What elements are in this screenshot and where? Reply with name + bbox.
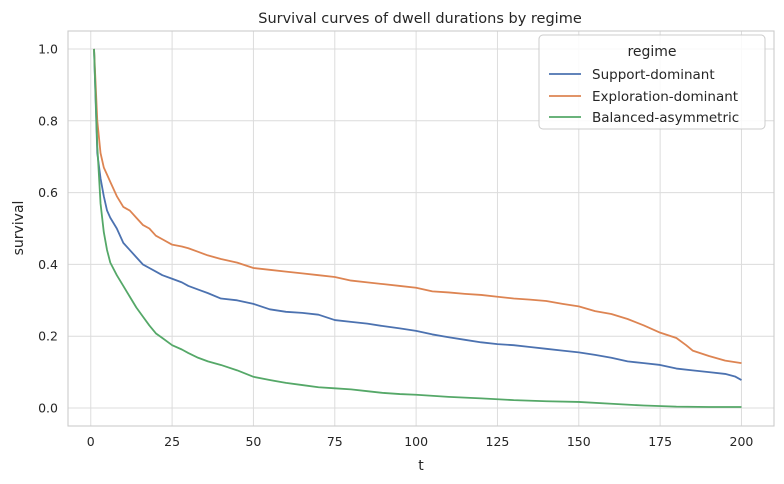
tick-labels: 0 25 50 75 100 125 150 175 200 0.0 0.2 0.4 0.6 0.8 1.0 bbox=[38, 41, 753, 449]
x-tick-label: 50 bbox=[245, 434, 261, 449]
x-tick-label: 0 bbox=[87, 434, 95, 449]
legend-label-support-dominant: Support-dominant bbox=[592, 67, 715, 83]
series-layer bbox=[93, 48, 742, 408]
legend: regime Support-dominant Exploration-domi… bbox=[538, 34, 766, 130]
legend-label-exploration-dominant: Exploration-dominant bbox=[592, 89, 738, 105]
series-line-balanced-asymmetric bbox=[93, 48, 742, 408]
y-tick-label: 0.4 bbox=[38, 257, 58, 272]
x-axis-label: t bbox=[418, 458, 424, 474]
x-tick-label: 75 bbox=[327, 434, 343, 449]
x-tick-label: 125 bbox=[486, 434, 510, 449]
y-tick-label: 1.0 bbox=[38, 41, 58, 56]
y-tick-label: 0.6 bbox=[38, 185, 58, 200]
x-tick-label: 175 bbox=[648, 434, 672, 449]
x-tick-label: 150 bbox=[567, 434, 591, 449]
y-tick-label: 0.0 bbox=[38, 401, 58, 416]
series-line-support-dominant bbox=[93, 48, 742, 381]
plot-frame bbox=[67, 30, 775, 427]
x-tick-label: 200 bbox=[730, 434, 754, 449]
y-axis-label: survival bbox=[11, 201, 27, 256]
chart-title: Survival curves of dwell durations by re… bbox=[258, 11, 582, 27]
legend-label-balanced-asymmetric: Balanced-asymmetric bbox=[592, 110, 739, 126]
series-line-exploration-dominant bbox=[93, 48, 742, 365]
y-tick-label: 0.2 bbox=[38, 329, 58, 344]
legend-box bbox=[538, 34, 766, 130]
legend-title: regime bbox=[627, 44, 676, 60]
y-tick-label: 0.8 bbox=[38, 113, 58, 128]
x-tick-label: 100 bbox=[404, 434, 428, 449]
x-tick-label: 25 bbox=[164, 434, 180, 449]
